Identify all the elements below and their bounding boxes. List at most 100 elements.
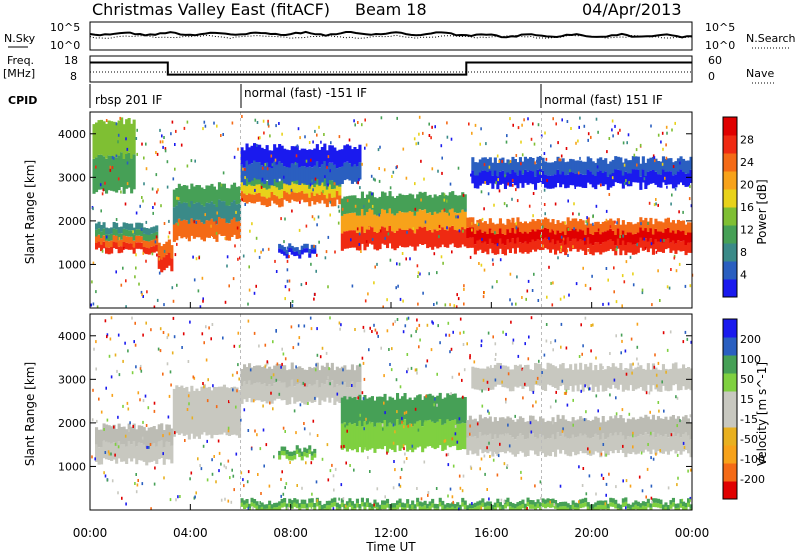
range-cell <box>260 367 264 385</box>
scatter-cell <box>402 330 405 334</box>
scatter-cell <box>143 182 145 186</box>
cpid-segment-3: normal (fast) 151 IF <box>544 93 663 107</box>
range-cell <box>536 363 540 386</box>
scatter-cell <box>117 445 120 449</box>
scatter-cell <box>543 152 546 155</box>
scatter-cell <box>315 269 317 273</box>
range-cell <box>599 244 603 255</box>
range-cell <box>576 231 580 242</box>
scatter-cell <box>443 439 446 443</box>
range-cell <box>561 432 565 450</box>
range-cell <box>619 234 623 245</box>
scatter-cell <box>679 419 681 423</box>
range-cell <box>684 502 688 508</box>
range-cell <box>669 504 673 509</box>
scatter-cell <box>254 118 257 122</box>
scatter-cell <box>311 492 313 496</box>
scatter-cell <box>91 455 93 459</box>
range-cell <box>534 419 538 438</box>
range-cell <box>458 212 462 231</box>
scatter-cell <box>457 166 460 170</box>
scatter-cell <box>227 429 230 433</box>
scatter-cell <box>365 417 367 421</box>
scatter-cell <box>462 343 465 346</box>
range-cell <box>656 369 660 392</box>
range-cell <box>609 228 613 239</box>
range-cell <box>616 508 620 510</box>
scatter-cell <box>278 122 280 125</box>
range-cell <box>661 436 665 454</box>
range-cell <box>503 435 507 454</box>
scatter-cell <box>334 250 336 254</box>
range-cell <box>353 503 357 509</box>
range-cell <box>355 426 359 453</box>
range-cell <box>671 162 675 176</box>
range-cell <box>521 435 525 453</box>
scatter-cell <box>629 484 632 488</box>
scatter-cell <box>191 416 194 420</box>
scatter-cell <box>305 461 307 465</box>
range-cell <box>614 366 618 389</box>
scatter-cell <box>192 255 194 259</box>
scatter-cell <box>379 145 381 149</box>
range-cell <box>355 198 359 216</box>
range-cell <box>614 234 618 246</box>
range-cell <box>476 505 480 510</box>
range-cell <box>664 368 668 391</box>
range-cell <box>345 161 349 180</box>
scatter-cell <box>166 336 169 340</box>
range-cell <box>569 172 573 186</box>
range-cell <box>513 364 517 387</box>
scatter-cell <box>142 295 144 298</box>
scatter-cell <box>520 476 523 480</box>
scatter-cell <box>632 434 634 438</box>
range-cell <box>478 172 482 186</box>
scatter-cell <box>512 123 514 127</box>
range-cell <box>441 227 445 245</box>
range-cell <box>481 222 485 233</box>
range-cell <box>634 419 638 437</box>
scatter-cell <box>566 403 569 407</box>
scatter-cell <box>612 134 614 138</box>
scatter-cell <box>572 245 574 249</box>
range-cell <box>689 439 693 458</box>
range-cell <box>586 437 590 455</box>
range-cell <box>491 222 495 233</box>
scatter-cell <box>632 431 634 435</box>
scatter-cell <box>246 480 249 484</box>
scatter-cell <box>445 333 447 337</box>
range-cell <box>554 439 558 457</box>
range-cell <box>273 502 277 508</box>
scatter-cell <box>297 127 300 131</box>
range-cell <box>496 503 500 508</box>
scatter-cell <box>193 220 196 224</box>
scatter-cell <box>494 358 497 361</box>
scatter-cell <box>632 283 635 287</box>
range-cell <box>313 503 317 508</box>
scatter-cell <box>145 259 147 263</box>
range-cell <box>516 419 520 437</box>
range-cell <box>308 384 312 402</box>
scatter-cell <box>560 249 562 252</box>
range-cell <box>132 154 136 190</box>
range-cell <box>463 211 467 230</box>
range-cell <box>601 173 605 187</box>
range-cell <box>679 368 683 391</box>
scatter-cell <box>405 176 408 180</box>
range-cell <box>574 507 578 510</box>
range-cell <box>182 185 186 203</box>
range-cell <box>611 502 615 507</box>
scatter-cell <box>317 215 320 219</box>
range-cell <box>253 503 257 508</box>
scatter-cell <box>655 198 657 201</box>
scatter-cell <box>94 457 96 461</box>
range-cell <box>381 504 385 510</box>
scatter-cell <box>428 134 431 137</box>
scatter-cell <box>418 115 421 119</box>
scatter-cell <box>583 237 586 241</box>
range-cell <box>669 242 673 253</box>
range-cell <box>167 252 171 266</box>
range-cell <box>589 421 593 439</box>
range-cell <box>626 222 630 233</box>
range-cell <box>631 502 635 507</box>
